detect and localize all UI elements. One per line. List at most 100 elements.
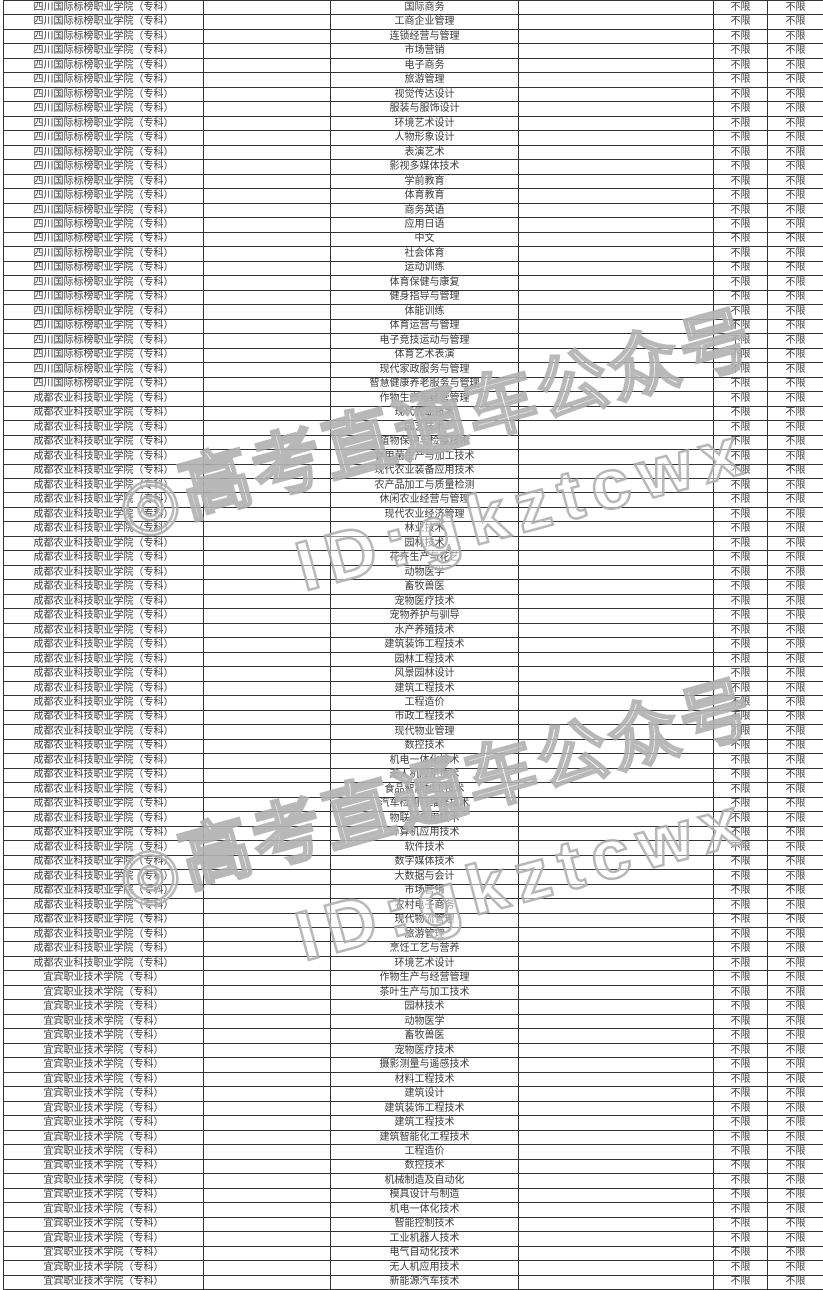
major-name-cell: 数控技术 [331, 739, 519, 755]
table-row: 成都农业科技职业学院（专科） 花卉生产与花艺 不限 不限 [4, 551, 823, 566]
table-row: 成都农业科技职业学院（专科） 园艺技术 不限 不限 [4, 421, 823, 436]
major-name-cell: 林业技术 [331, 522, 519, 537]
empty-cell [204, 652, 331, 668]
restriction-cell: 不限 [714, 1014, 768, 1030]
college-name-cell: 宜宾职业技术学院（专科） [4, 1188, 204, 1204]
major-name-cell: 智能控制技术 [331, 1217, 519, 1233]
major-name-cell: 电气自动化技术 [331, 1246, 519, 1262]
college-name-cell: 成都农业科技职业学院（专科） [4, 450, 204, 465]
restriction-cell: 不限 [714, 305, 768, 320]
restriction-cell: 不限 [768, 276, 823, 291]
empty-cell [519, 522, 714, 537]
table-row: 宜宾职业技术学院（专科） 宠物医疗技术 不限 不限 [4, 1043, 823, 1059]
major-name-cell: 机械制造及自动化 [331, 1174, 519, 1189]
empty-cell [204, 609, 331, 624]
table-row: 成都农业科技职业学院（专科） 风景园林设计 不限 不限 [4, 667, 823, 682]
empty-cell [204, 203, 331, 219]
college-name-cell: 成都农业科技职业学院（专科） [4, 435, 204, 451]
college-name-cell: 成都农业科技职业学院（专科） [4, 551, 204, 566]
empty-cell [519, 1188, 714, 1204]
restriction-cell: 不限 [768, 1131, 823, 1146]
major-name-cell: 服装与服饰设计 [331, 102, 519, 117]
restriction-cell: 不限 [714, 841, 768, 856]
restriction-cell: 不限 [714, 1101, 768, 1117]
empty-cell [204, 73, 331, 88]
table-row: 成都农业科技职业学院（专科） 数控技术 不限 不限 [4, 739, 823, 755]
table-row: 四川国际标榜职业学院（专科） 社会体育 不限 不限 [4, 247, 823, 262]
restriction-cell: 不限 [714, 855, 768, 871]
restriction-cell: 不限 [714, 174, 768, 190]
empty-cell [204, 1159, 331, 1175]
restriction-cell: 不限 [768, 1102, 823, 1117]
restriction-cell: 不限 [714, 406, 768, 422]
restriction-cell: 不限 [768, 595, 823, 610]
empty-cell [519, 507, 714, 523]
major-name-cell: 植物保护与检疫技术 [331, 435, 519, 451]
college-name-cell: 成都农业科技职业学院（专科） [4, 841, 204, 856]
empty-cell [204, 1261, 331, 1276]
restriction-cell: 不限 [714, 348, 768, 364]
empty-cell [519, 884, 714, 900]
empty-cell [519, 1058, 714, 1073]
table-row: 宜宾职业技术学院（专科） 数控技术 不限 不限 [4, 1159, 823, 1175]
college-name-cell: 四川国际标榜职业学院（专科） [4, 363, 204, 378]
major-name-cell: 水产养殖技术 [331, 623, 519, 639]
empty-cell [204, 1014, 331, 1030]
major-name-cell: 建筑装饰工程技术 [331, 638, 519, 653]
major-name-cell: 环境艺术设计 [331, 956, 519, 972]
restriction-cell: 不限 [714, 1058, 768, 1073]
empty-cell [204, 478, 331, 494]
restriction-cell: 不限 [768, 682, 823, 697]
restriction-cell: 不限 [768, 522, 823, 537]
empty-cell [519, 44, 714, 59]
restriction-cell: 不限 [768, 841, 823, 856]
college-name-cell: 成都农业科技职业学院（专科） [4, 754, 204, 769]
major-name-cell: 旅游管理 [331, 73, 519, 88]
restriction-cell: 不限 [768, 392, 823, 407]
major-name-cell: 计算机应用技术 [331, 826, 519, 842]
college-name-cell: 成都农业科技职业学院（专科） [4, 652, 204, 668]
empty-cell [204, 580, 331, 595]
table-row: 成都农业科技职业学院（专科） 市政工程技术 不限 不限 [4, 710, 823, 726]
restriction-cell: 不限 [714, 652, 768, 668]
restriction-cell: 不限 [768, 1203, 823, 1218]
table-row: 四川国际标榜职业学院（专科） 智慧健康养老服务与管理 不限 不限 [4, 377, 823, 393]
empty-cell [204, 899, 331, 914]
empty-cell [204, 681, 331, 697]
restriction-cell: 不限 [768, 885, 823, 900]
restriction-cell: 不限 [714, 754, 768, 769]
table-row: 四川国际标榜职业学院（专科） 表演艺术 不限 不限 [4, 145, 823, 161]
college-name-cell: 四川国际标榜职业学院（专科） [4, 145, 204, 161]
restriction-cell: 不限 [768, 856, 823, 871]
restriction-cell: 不限 [714, 928, 768, 943]
empty-cell [519, 667, 714, 682]
restriction-cell: 不限 [714, 1130, 768, 1146]
empty-cell [519, 1029, 714, 1044]
major-name-cell: 现代农业装备应用技术 [331, 464, 519, 479]
table-row: 宜宾职业技术学院（专科） 畜牧兽医 不限 不限 [4, 1029, 823, 1044]
major-name-cell: 园林技术 [331, 1000, 519, 1015]
table-row: 宜宾职业技术学院（专科） 机械制造及自动化 不限 不限 [4, 1174, 823, 1189]
table-row: 宜宾职业技术学院（专科） 建筑智能化工程技术 不限 不限 [4, 1130, 823, 1146]
restriction-cell: 不限 [768, 218, 823, 233]
college-name-cell: 宜宾职业技术学院（专科） [4, 1087, 204, 1102]
restriction-cell: 不限 [768, 769, 823, 784]
table-row: 宜宾职业技术学院（专科） 材料工程技术 不限 不限 [4, 1072, 823, 1088]
empty-cell [519, 1130, 714, 1146]
empty-cell [204, 971, 331, 986]
college-name-cell: 四川国际标榜职业学院（专科） [4, 319, 204, 335]
empty-cell [204, 102, 331, 117]
restriction-cell: 不限 [768, 378, 823, 393]
major-name-cell: 人物形象设计 [331, 131, 519, 146]
college-name-cell: 成都农业科技职业学院（专科） [4, 406, 204, 422]
empty-cell [519, 870, 714, 885]
restriction-cell: 不限 [714, 623, 768, 639]
restriction-cell: 不限 [714, 667, 768, 682]
restriction-cell: 不限 [768, 233, 823, 248]
empty-cell [204, 623, 331, 639]
restriction-cell: 不限 [768, 291, 823, 306]
restriction-cell: 不限 [768, 117, 823, 132]
major-name-cell: 现代农业技术 [331, 406, 519, 422]
table-row: 成都农业科技职业学院（专科） 数字媒体技术 不限 不限 [4, 855, 823, 871]
table-row: 宜宾职业技术学院（专科） 园林技术 不限 不限 [4, 1000, 823, 1015]
